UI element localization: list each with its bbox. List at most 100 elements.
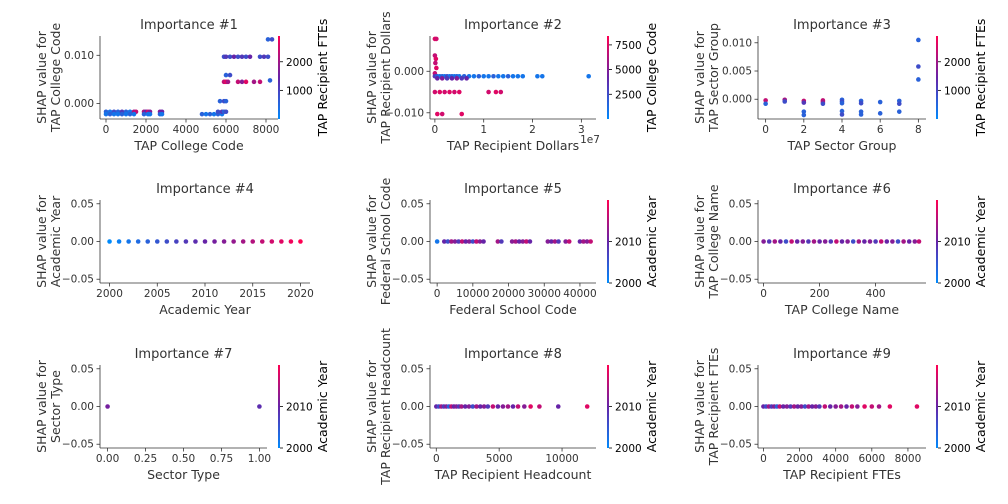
colorbar-label: Academic Year: [644, 360, 659, 452]
colorbar-tick-label: 2010: [944, 237, 971, 249]
colorbar-label: Academic Year: [973, 195, 988, 287]
panel-title: Importance #8: [464, 347, 562, 362]
y-tick-label: 0.00: [729, 401, 752, 413]
x-axis-label: Sector Type: [147, 467, 220, 482]
y-axis-label-line1: SHAP value for: [364, 359, 379, 453]
panel-title: Importance #1: [140, 18, 238, 33]
data-point: [477, 239, 483, 244]
data-point: [243, 79, 249, 85]
data-point: [862, 404, 867, 409]
data-point: [223, 72, 229, 78]
panel-title: Importance #5: [464, 182, 562, 197]
x-tick-label: 3: [578, 124, 585, 136]
y-tick-label: −0.05: [62, 274, 94, 286]
data-point: [193, 239, 198, 244]
data-point: [522, 404, 527, 409]
panel-importance-5: Importance #5 0 10000 20000 30000 40000 −0.05 0…: [364, 177, 659, 317]
data-point: [298, 239, 303, 244]
y-tick-label: 0.005: [722, 66, 752, 78]
data-point: [515, 73, 521, 79]
data-point: [481, 404, 487, 409]
y-axis-label-line1: SHAP value for: [34, 30, 49, 124]
data-point: [221, 239, 227, 244]
colorbar-label: TAP Recipient FTEs: [973, 19, 988, 138]
colorbar-tick-label: 2010: [944, 402, 971, 414]
x-tick-label: 0: [432, 124, 439, 136]
data-point: [802, 404, 808, 409]
data-point: [135, 239, 141, 244]
data-point: [586, 73, 591, 79]
data-point: [806, 404, 811, 409]
panel-title: Importance #7: [135, 347, 233, 362]
data-point: [223, 98, 229, 104]
data-point: [588, 239, 593, 244]
data-point: [103, 111, 109, 117]
data-point: [577, 239, 583, 244]
data-point: [485, 404, 491, 409]
data-point: [123, 111, 129, 117]
y-axis-label-line2: TAP Recipient Dollars: [378, 11, 393, 144]
data-point: [809, 404, 815, 409]
data-point: [794, 239, 800, 244]
data-point: [267, 78, 273, 83]
data-point: [251, 79, 257, 85]
data-point: [862, 239, 867, 244]
x-tick-label: 2: [800, 124, 807, 136]
x-tick-label: 20000: [492, 288, 525, 300]
data-point: [439, 111, 445, 117]
data-point: [834, 239, 839, 244]
colorbar-tick-label: 2010: [615, 402, 642, 414]
data-point: [227, 72, 233, 78]
data-point: [549, 239, 554, 244]
data-point: [174, 239, 179, 244]
data-point: [890, 239, 895, 244]
data-point: [217, 98, 223, 104]
x-tick-label: 1.00: [248, 453, 271, 465]
data-point: [788, 404, 793, 409]
colorbar-label: Academic Year: [644, 195, 659, 287]
data-point: [858, 100, 864, 106]
x-axis-label: TAP Recipient Dollars: [446, 138, 579, 153]
data-point: [766, 239, 772, 244]
data-point: [820, 101, 826, 107]
y-axis-label-line1: SHAP value for: [692, 194, 707, 288]
data-point: [454, 76, 460, 81]
y-tick-label: 0.05: [401, 198, 424, 210]
colorbar: [607, 36, 609, 119]
data-point: [801, 109, 807, 114]
y-tick-label: 0.010: [722, 37, 752, 49]
data-point: [225, 79, 231, 85]
colorbar-tick-label: 7500: [615, 40, 642, 52]
colorbar-tick-label: 2000: [286, 443, 313, 455]
colorbar-tick-label: 2000: [286, 57, 313, 69]
colorbar-tick-label: 1000: [286, 85, 313, 97]
x-tick-label: 30000: [528, 288, 561, 300]
y-tick-label: 0.05: [729, 198, 752, 210]
data-point: [505, 404, 511, 409]
data-point: [202, 239, 208, 244]
data-point: [782, 99, 788, 104]
data-point: [463, 239, 468, 244]
data-point: [495, 239, 501, 244]
x-tick-label: 0: [760, 453, 767, 465]
data-point: [763, 98, 768, 103]
data-point: [873, 239, 878, 244]
data-point: [269, 239, 275, 244]
data-point: [435, 111, 440, 117]
data-point: [288, 239, 294, 244]
data-point: [828, 239, 834, 244]
x-tick-label: 0.00: [96, 453, 119, 465]
data-point: [858, 112, 864, 117]
data-point: [111, 111, 117, 117]
data-point: [441, 239, 447, 244]
y-axis-label-line2: Sector Type: [48, 370, 63, 443]
data-point: [539, 73, 545, 79]
data-point: [876, 404, 882, 409]
panel-importance-1: Importance #1 0 2000 4000 6000 8000 0.000 0.010…: [34, 18, 330, 153]
colorbar-tick-label: 2000: [615, 443, 642, 455]
colorbar-label: Academic Year: [315, 360, 330, 452]
colorbar: [607, 200, 609, 283]
colorbar-tick-label: 5000: [615, 65, 642, 77]
panel-title: Importance #3: [793, 18, 891, 33]
data-point: [877, 111, 883, 116]
